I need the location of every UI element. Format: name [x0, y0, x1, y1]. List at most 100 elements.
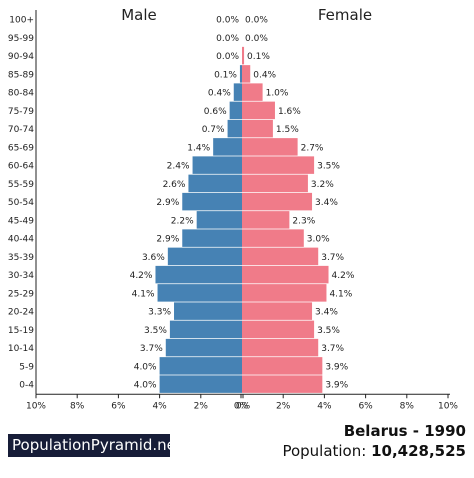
x-tick-label: 6%	[358, 401, 373, 411]
male-bar	[155, 265, 242, 284]
female-bar	[242, 302, 313, 320]
female-value-label: 3.4%	[315, 308, 338, 318]
female-value-label: 3.5%	[317, 326, 340, 336]
age-group-label: 70-74	[8, 125, 34, 135]
male-bar	[159, 357, 242, 375]
age-group-label: 30-34	[8, 271, 34, 281]
x-tick-label: 10%	[438, 401, 458, 411]
age-group-label: 80-84	[8, 89, 34, 99]
male-bar	[229, 101, 242, 120]
female-value-label: 0.0%	[245, 34, 268, 44]
female-value-label: 2.7%	[301, 143, 324, 153]
female-bar	[242, 211, 290, 229]
age-group-label: 45-49	[8, 216, 34, 226]
x-tick-label: 2%	[276, 401, 291, 411]
female-value-label: 3.7%	[321, 253, 344, 263]
male-value-label: 4.0%	[134, 381, 157, 391]
age-group-label: 50-54	[8, 198, 34, 208]
female-value-label: 1.5%	[276, 125, 299, 135]
male-bar	[239, 65, 242, 83]
male-value-label: 0.1%	[214, 70, 237, 80]
male-bar	[227, 119, 242, 138]
x-tick-label: 10%	[26, 401, 46, 411]
male-bar	[182, 229, 242, 247]
male-value-label: 0.0%	[216, 34, 239, 44]
age-group-label: 100+	[9, 16, 34, 26]
female-value-label: 3.4%	[315, 198, 338, 208]
age-group-label: 10-14	[8, 344, 34, 354]
axes-group: 10% 8% 6% 4% 2% 0%0% 2% 4% 6% 8% 10%	[26, 10, 458, 411]
female-bar	[242, 119, 273, 138]
male-bar	[169, 320, 242, 339]
age-group-label: 5-9	[19, 362, 34, 372]
female-value-label: 3.9%	[325, 362, 348, 372]
female-value-label: 2.3%	[292, 216, 315, 226]
male-value-label: 2.6%	[163, 180, 186, 190]
title-block: Belarus - 1990 Population: 10,428,525	[282, 421, 466, 461]
male-bar	[182, 192, 242, 211]
age-group-label: 25-29	[8, 289, 34, 299]
population-pyramid-chart: Male Female 100+ 0.0% 0.0% 95-99 0.0% 0.0% 90-…	[8, 6, 459, 411]
male-value-label: 2.2%	[171, 216, 194, 226]
female-value-label: 3.0%	[307, 235, 330, 245]
male-value-label: 3.6%	[142, 253, 165, 263]
age-group-label: 20-24	[8, 308, 34, 318]
female-bar	[242, 65, 251, 83]
age-group-label: 40-44	[8, 235, 34, 245]
site-brand-label[interactable]: PopulationPyramid.net	[8, 434, 182, 457]
female-bar	[242, 174, 308, 193]
female-bar	[242, 229, 304, 247]
male-value-label: 0.4%	[208, 89, 231, 99]
age-group-label: 35-39	[8, 253, 34, 263]
female-value-label: 4.1%	[329, 289, 352, 299]
female-bar	[242, 101, 275, 120]
female-bar	[242, 138, 298, 156]
male-value-label: 2.9%	[156, 235, 179, 245]
age-group-label: 15-19	[8, 326, 34, 336]
male-value-label: 4.0%	[134, 362, 157, 372]
male-value-label: 2.9%	[156, 198, 179, 208]
x-tick-label: 8%	[400, 401, 415, 411]
female-value-label: 3.2%	[311, 180, 334, 190]
x-tick-label: 4%	[317, 401, 332, 411]
x-tick-label: 0%	[234, 401, 249, 411]
female-bar	[242, 192, 313, 211]
female-bar	[242, 156, 315, 174]
male-value-label: 3.5%	[144, 326, 167, 336]
population-line: Population: 10,428,525	[282, 441, 466, 461]
x-tick-label: 8%	[70, 401, 85, 411]
male-bar	[192, 156, 242, 174]
female-bar	[242, 83, 263, 101]
male-bar	[213, 138, 242, 156]
female-bar	[242, 265, 329, 284]
population-label: Population:	[282, 442, 367, 460]
male-bar	[165, 338, 242, 357]
female-value-label: 0.1%	[247, 52, 270, 62]
female-bar	[242, 375, 323, 393]
male-value-label: 4.1%	[132, 289, 155, 299]
age-group-label: 65-69	[8, 143, 34, 153]
male-value-label: 0.7%	[202, 125, 225, 135]
female-bar	[242, 284, 327, 302]
male-bar	[157, 284, 242, 302]
female-value-label: 3.5%	[317, 162, 340, 172]
female-value-label: 1.0%	[266, 89, 289, 99]
age-group-label: 95-99	[8, 34, 34, 44]
age-group-label: 85-89	[8, 70, 34, 80]
female-bar	[242, 357, 323, 375]
bars-group: 100+ 0.0% 0.0% 95-99 0.0% 0.0% 90-94 0.0% 0.1% 85…	[8, 16, 355, 393]
male-value-label: 4.2%	[130, 271, 153, 281]
x-tick-label: 6%	[111, 401, 126, 411]
male-bar	[196, 211, 242, 229]
male-value-label: 0.0%	[216, 16, 239, 26]
female-value-label: 4.2%	[332, 271, 355, 281]
male-value-label: 2.4%	[167, 162, 190, 172]
legend-female: Female	[318, 6, 372, 24]
female-value-label: 0.0%	[245, 16, 268, 26]
female-bar	[242, 46, 245, 65]
female-value-label: 3.9%	[325, 381, 348, 391]
population-value: 10,428,525	[371, 442, 466, 460]
male-bar	[233, 83, 242, 101]
female-value-label: 3.7%	[321, 344, 344, 354]
legend-male: Male	[121, 6, 157, 24]
